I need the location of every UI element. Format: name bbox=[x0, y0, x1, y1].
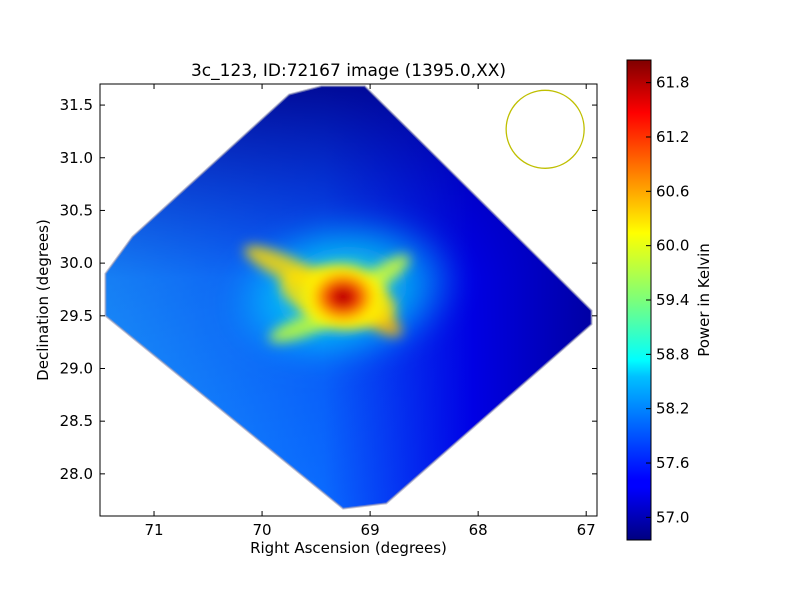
heatmap-image bbox=[104, 85, 593, 510]
colorbar-tick-label: 58.2 bbox=[656, 400, 689, 418]
x-tick-label: 67 bbox=[577, 521, 596, 539]
colorbar-tick-label: 60.0 bbox=[656, 237, 689, 255]
colorbar-tick-label: 57.0 bbox=[656, 508, 689, 526]
heatmap-core bbox=[299, 260, 388, 333]
y-tick-label: 28.0 bbox=[60, 465, 93, 483]
x-tick-label: 68 bbox=[469, 521, 488, 539]
y-axis: 28.0 28.5 29.0 29.5 30.0 30.5 31.0 31.5 bbox=[60, 96, 597, 483]
colorbar-tick-label: 61.2 bbox=[656, 128, 689, 146]
plot-frame bbox=[99, 83, 598, 517]
beam-circle bbox=[505, 89, 585, 169]
colorbar-tick-label: 57.6 bbox=[656, 454, 689, 472]
y-tick-label: 30.0 bbox=[60, 254, 93, 272]
coverage-edge bbox=[104, 85, 593, 510]
colorbar-tick-label: 61.8 bbox=[656, 74, 689, 92]
chart-title: 3c_123, ID:72167 image (1395.0,XX) bbox=[191, 61, 506, 81]
colorbar-tick-label: 58.8 bbox=[656, 345, 689, 363]
y-axis-label: Declination (degrees) bbox=[34, 219, 52, 381]
x-tick-label: 69 bbox=[361, 521, 380, 539]
y-tick-label: 28.5 bbox=[60, 412, 93, 430]
colorbar-label: Power in Kelvin bbox=[695, 243, 713, 357]
colorbar-tick-label: 59.4 bbox=[656, 291, 689, 309]
x-axis-label: Right Ascension (degrees) bbox=[250, 539, 447, 557]
y-tick-label: 29.0 bbox=[60, 359, 93, 377]
x-tick-label: 70 bbox=[253, 521, 272, 539]
colorbar-tick-label: 60.6 bbox=[656, 182, 689, 200]
x-tick-label: 71 bbox=[144, 521, 163, 539]
colorbar-axis: 57.0 57.6 58.2 58.8 59.4 60.0 60.6 61.2 61.8 bbox=[646, 74, 689, 526]
y-tick-label: 30.5 bbox=[60, 201, 93, 219]
y-tick-label: 31.5 bbox=[60, 96, 93, 114]
x-axis: 71 70 69 68 67 bbox=[144, 84, 596, 539]
y-tick-label: 31.0 bbox=[60, 149, 93, 167]
y-tick-label: 29.5 bbox=[60, 307, 93, 325]
